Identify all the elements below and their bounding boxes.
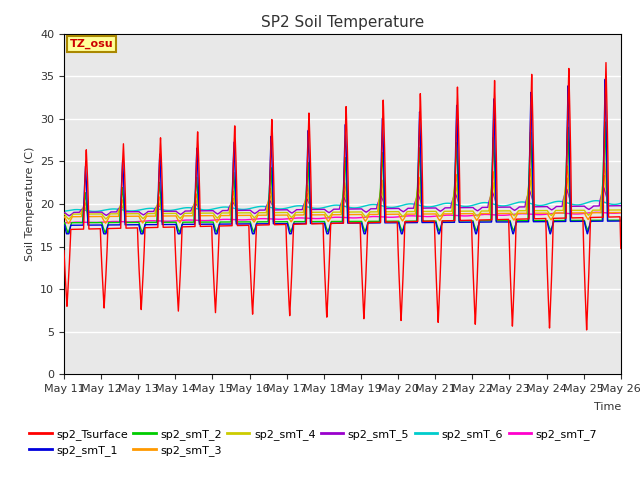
Line: sp2_smT_4: sp2_smT_4 [64,176,621,219]
sp2_smT_7 [617,210,625,216]
sp2_smT_5 [322,207,330,213]
sp2_smT_6 [90,208,98,214]
sp2_smT_2 [60,220,68,226]
Line: sp2_smT_7: sp2_smT_7 [64,212,621,223]
sp2_smT_5 [467,204,475,210]
sp2_smT_2 [436,226,444,231]
sp2_smT_7 [593,209,601,215]
Line: sp2_smT_2: sp2_smT_2 [64,121,621,233]
sp2_smT_7 [160,218,168,224]
sp2_smT_7 [322,215,330,221]
sp2_smT_3 [322,215,330,220]
Legend: sp2_Tsurface, sp2_smT_1, sp2_smT_2, sp2_smT_3, sp2_smT_4, sp2_smT_5, sp2_smT_6, : sp2_Tsurface, sp2_smT_1, sp2_smT_2, sp2_… [25,424,602,460]
sp2_smT_7 [60,220,68,226]
sp2_smT_5 [616,203,624,209]
sp2_smT_3 [436,216,444,222]
Line: sp2_Tsurface: sp2_Tsurface [64,62,621,330]
sp2_smT_1 [436,227,444,232]
sp2_smT_1 [63,231,70,237]
sp2_smT_3 [499,211,507,216]
sp2_smT_4 [617,207,625,213]
sp2_smT_2 [601,119,609,124]
sp2_smT_4 [322,211,330,217]
sp2_smT_6 [617,200,625,206]
sp2_smT_6 [593,198,600,204]
sp2_smT_6 [467,203,475,209]
sp2_smT_2 [322,223,330,228]
sp2_Tsurface [499,216,506,222]
sp2_smT_3 [616,210,624,216]
sp2_smT_1 [499,219,507,225]
sp2_Tsurface [60,248,68,253]
sp2_smT_6 [499,203,507,209]
sp2_smT_1 [616,218,624,224]
sp2_Tsurface [583,327,591,333]
sp2_Tsurface [602,60,610,65]
sp2_smT_1 [322,226,330,232]
sp2_smT_7 [616,210,624,216]
sp2_smT_3 [65,221,72,227]
sp2_smT_5 [600,185,607,191]
sp2_smT_2 [616,217,624,223]
sp2_smT_5 [436,208,444,214]
sp2_Tsurface [436,270,444,276]
sp2_smT_7 [499,213,506,218]
sp2_smT_1 [467,219,475,225]
sp2_smT_1 [60,222,68,228]
sp2_Tsurface [160,224,168,230]
sp2_smT_4 [60,211,68,217]
sp2_smT_1 [617,218,625,224]
sp2_smT_5 [499,204,507,210]
sp2_smT_4 [600,173,608,179]
sp2_smT_5 [617,203,625,209]
sp2_smT_2 [617,217,625,223]
sp2_smT_3 [617,210,625,216]
sp2_smT_3 [600,160,608,166]
sp2_smT_4 [616,207,624,213]
sp2_smT_6 [161,207,168,213]
sp2_smT_6 [616,201,624,206]
sp2_Tsurface [616,226,624,232]
sp2_smT_5 [161,208,168,214]
sp2_smT_5 [60,210,68,216]
sp2_Tsurface [322,289,330,295]
sp2_smT_3 [161,213,168,219]
sp2_smT_3 [60,214,68,220]
Line: sp2_smT_6: sp2_smT_6 [64,201,621,211]
sp2_smT_2 [64,230,72,236]
sp2_smT_1 [602,76,609,82]
sp2_smT_1 [161,222,168,228]
sp2_smT_6 [436,202,444,207]
sp2_smT_6 [60,208,68,214]
sp2_smT_7 [436,213,444,218]
sp2_Tsurface [617,246,625,252]
sp2_smT_2 [499,218,507,224]
sp2_smT_2 [467,218,475,224]
Title: SP2 Soil Temperature: SP2 Soil Temperature [260,15,424,30]
sp2_Tsurface [467,217,475,223]
sp2_smT_5 [65,213,73,219]
Y-axis label: Soil Temperature (C): Soil Temperature (C) [24,147,35,261]
Line: sp2_smT_3: sp2_smT_3 [64,163,621,224]
sp2_smT_4 [65,216,72,222]
sp2_smT_4 [161,211,168,216]
sp2_smT_2 [161,219,168,225]
sp2_smT_4 [467,208,475,214]
Text: Time: Time [593,402,621,412]
sp2_smT_6 [322,204,330,210]
Line: sp2_smT_1: sp2_smT_1 [64,79,621,234]
Text: TZ_osu: TZ_osu [70,39,113,49]
sp2_smT_3 [467,211,475,216]
sp2_smT_7 [467,213,475,218]
Line: sp2_smT_5: sp2_smT_5 [64,188,621,216]
sp2_smT_4 [436,213,444,219]
sp2_smT_4 [499,208,507,214]
